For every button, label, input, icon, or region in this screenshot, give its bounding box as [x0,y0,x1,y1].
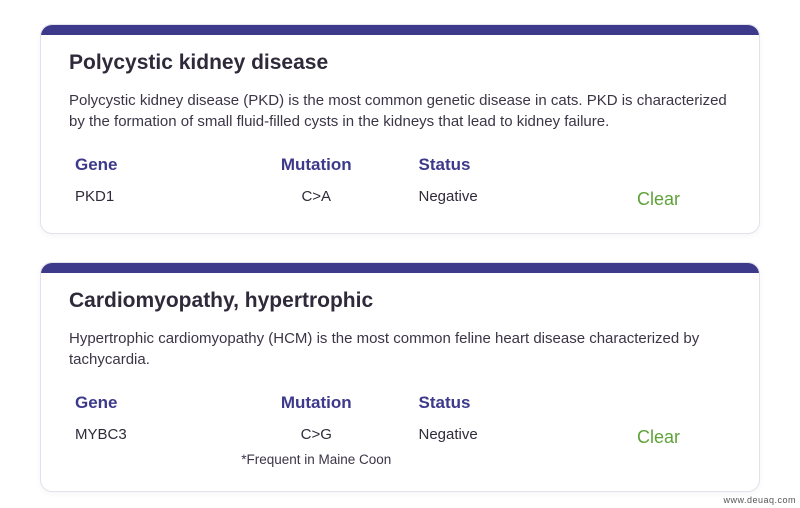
mutation-value: C>A [222,187,411,207]
mutation-note: *Frequent in Maine Coon [222,451,411,469]
disease-title: Polycystic kidney disease [69,49,731,77]
card-body: Polycystic kidney disease Polycystic kid… [41,35,759,233]
col-header-gene: Gene [69,392,214,415]
gene-value: MYBC3 [69,425,214,445]
result-value: Clear [586,187,731,211]
status-value: Negative [419,187,579,207]
disease-description: Hypertrophic cardiomyopathy (HCM) is the… [69,329,731,370]
mutation-value: C>G [222,425,411,445]
col-header-status: Status [419,392,579,415]
disease-title: Cardiomyopathy, hypertrophic [69,287,731,315]
col-header-gene: Gene [69,154,214,177]
disease-description: Polycystic kidney disease (PKD) is the m… [69,91,731,132]
result-table: Gene Mutation Status MYBC3 C>G *Frequent… [69,392,731,469]
result-value: Clear [586,425,731,449]
disease-card: Polycystic kidney disease Polycystic kid… [40,24,760,234]
status-value: Negative [419,425,579,445]
col-header-mutation: Mutation [222,392,411,415]
gene-value: PKD1 [69,187,214,207]
card-accent-bar [41,263,759,273]
mutation-cell: C>A [222,187,411,207]
result-table: Gene Mutation Status PKD1 C>A Negative C… [69,154,731,211]
watermark-text: www.deuaq.com [723,494,796,506]
disease-card: Cardiomyopathy, hypertrophic Hypertrophi… [40,262,760,492]
col-header-mutation: Mutation [222,154,411,177]
mutation-cell: C>G *Frequent in Maine Coon [222,425,411,469]
col-header-status: Status [419,154,579,177]
card-accent-bar [41,25,759,35]
card-body: Cardiomyopathy, hypertrophic Hypertrophi… [41,273,759,491]
